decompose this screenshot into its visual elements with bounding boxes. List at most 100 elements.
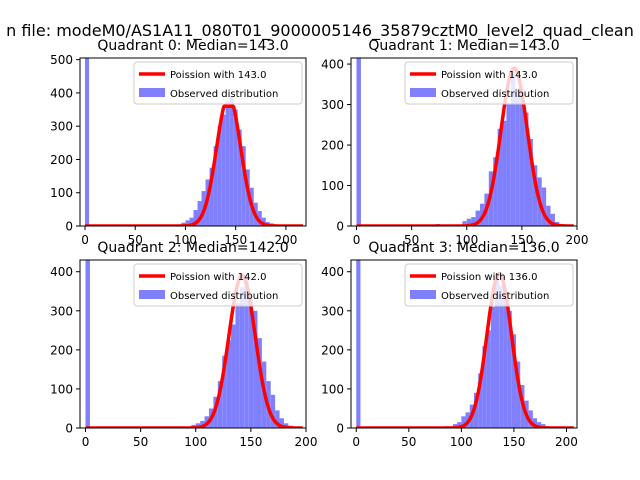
histogram-bar: [248, 299, 254, 428]
histogram-bar: [486, 330, 491, 428]
quadrant-2-panel: 0 50 100 150 200 0 100 200 300 400 Quadrant 2: Med…: [50, 240, 317, 449]
histogram-bar: [239, 287, 245, 428]
y-tick-label: 200: [50, 153, 73, 167]
histogram-bar: [85, 260, 90, 428]
histogram-bar: [532, 165, 538, 226]
x-tick-label: 150: [239, 435, 262, 449]
histogram-bar: [495, 275, 500, 428]
y-tick-label: 0: [65, 220, 73, 234]
quadrant-title: Quadrant 1: Median=143.0: [368, 38, 559, 54]
histogram-bar: [261, 217, 266, 226]
y-tick-label: 100: [321, 179, 344, 193]
y-tick-label: 0: [336, 422, 344, 436]
histogram-bar: [537, 422, 542, 428]
histogram-bar: [532, 418, 538, 428]
y-tick-label: 300: [321, 98, 344, 112]
x-tick-label: 200: [566, 233, 589, 247]
histogram-bar: [253, 310, 258, 428]
histogram-bar: [499, 285, 504, 428]
histogram-bar: [229, 96, 234, 226]
y-tick-label: 500: [50, 53, 73, 67]
legend-entry-observed: Observed distribution: [441, 89, 549, 100]
histogram-bar: [235, 302, 240, 428]
y-tick-label: 300: [50, 304, 73, 318]
legend-entry-observed: Observed distribution: [441, 291, 549, 302]
histogram-bar: [245, 169, 250, 226]
legend-entry-observed: Observed distribution: [170, 291, 278, 302]
histogram-bar: [497, 128, 503, 226]
histogram-bar: [511, 334, 517, 428]
histogram-bar: [528, 410, 533, 428]
histogram-bar: [241, 146, 246, 226]
histogram-bar: [471, 217, 476, 226]
x-tick-label: 50: [128, 233, 143, 247]
quadrant-title: Quadrant 0: Median=143.0: [97, 38, 288, 54]
quadrant-1-panel: 0 50 100 150 200 0 100 200 300 400 Quadrant 1: Med…: [321, 38, 588, 247]
y-tick-label: 200: [321, 139, 344, 153]
histogram-bar: [462, 221, 467, 226]
histogram-bar: [550, 213, 555, 226]
histogram-bar: [493, 157, 498, 226]
histogram-bar: [193, 210, 198, 226]
y-tick-label: 300: [321, 304, 344, 318]
histogram-bar: [217, 381, 223, 428]
histogram-bar: [507, 310, 512, 428]
histogram-bars: [85, 58, 282, 226]
histogram-bar: [510, 72, 516, 226]
x-tick-label: 100: [174, 233, 197, 247]
legend-box: [133, 61, 303, 105]
legend: Poission with 143.0 Observed distribution: [133, 61, 303, 105]
x-tick-label: 0: [353, 233, 361, 247]
poisson-curve: [355, 271, 576, 428]
histogram-bar: [195, 423, 201, 428]
y-tick-label: 300: [50, 120, 73, 134]
histogram-bar: [85, 58, 90, 226]
legend-patch-swatch: [139, 88, 165, 97]
legend-entry-poisson: Poission with 143.0: [441, 70, 537, 81]
x-tick-label: 100: [455, 233, 478, 247]
axes-frame: [79, 259, 307, 429]
histogram-bar: [541, 187, 547, 226]
legend-box: [133, 263, 303, 307]
x-tick-label: 50: [404, 233, 419, 247]
legend-box: [404, 61, 574, 105]
y-tick-label: 100: [321, 382, 344, 396]
histogram-bar: [231, 324, 236, 428]
histogram-bar: [257, 338, 262, 428]
histogram-bar: [478, 373, 483, 428]
histogram-bar: [457, 422, 462, 428]
y-tick-label: 200: [321, 343, 344, 357]
histogram-bar: [221, 114, 226, 226]
histogram-bar: [197, 201, 202, 226]
histogram-bar: [466, 218, 472, 226]
histogram-bar: [502, 120, 507, 226]
histogram-bar: [524, 112, 529, 226]
histogram-bar: [275, 410, 280, 428]
histogram-bar: [546, 205, 551, 226]
histogram-bar: [237, 129, 242, 226]
legend-patch-swatch: [410, 290, 436, 299]
y-tick-label: 400: [321, 58, 344, 72]
histogram-bar: [189, 217, 194, 226]
histogram-bar: [473, 392, 479, 428]
histogram-bar: [475, 210, 480, 226]
histogram-bar: [461, 416, 466, 428]
histogram-bar: [506, 104, 511, 226]
x-tick-label: 200: [555, 435, 578, 449]
x-tick-label: 100: [450, 435, 473, 449]
histogram-bar: [270, 394, 276, 428]
y-tick-label: 0: [65, 422, 73, 436]
x-tick-label: 0: [81, 233, 89, 247]
y-tick-label: 100: [50, 382, 73, 396]
histogram-bar: [516, 361, 521, 428]
quadrant-0-panel: 0 50 100 150 200 0 100 200 300 400 500 Quadrant 0: …: [50, 38, 307, 247]
histogram-bar: [185, 220, 190, 226]
legend: Poission with 142.0 Observed distribution: [133, 263, 303, 307]
y-tick-label: 200: [50, 343, 73, 357]
histogram-bar: [222, 355, 227, 428]
x-tick-label: 0: [352, 435, 360, 449]
quadrant-title: Quadrant 2: Median=142.0: [97, 240, 288, 256]
legend: Poission with 143.0 Observed distribution: [404, 61, 574, 105]
histogram-bar: [283, 423, 289, 428]
axes-frame: [350, 259, 578, 429]
